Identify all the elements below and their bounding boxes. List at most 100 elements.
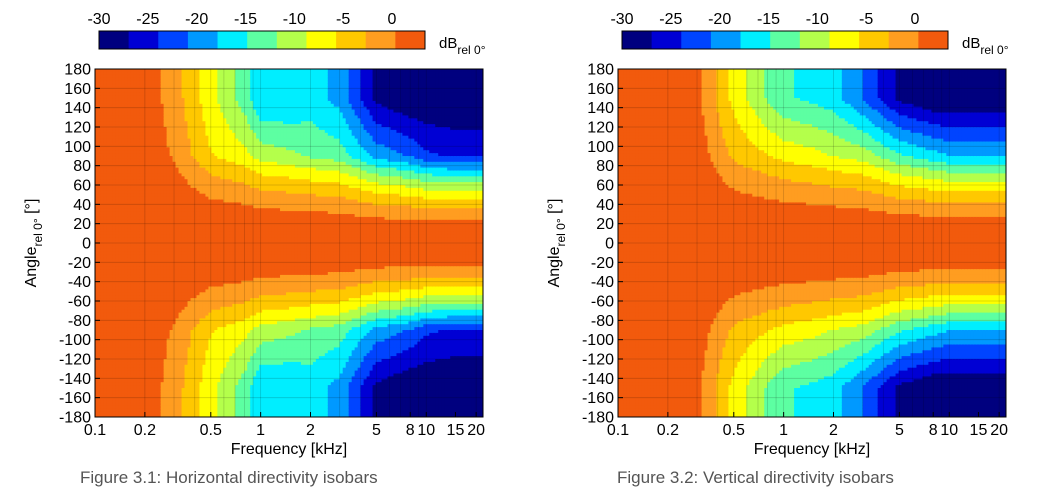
colorbar-segment <box>128 31 159 49</box>
x-tick-label: 1 <box>779 422 788 439</box>
y-tick-label: -180 <box>582 410 614 427</box>
y-axis-label: Anglerel 0° [°] <box>546 199 568 288</box>
colorbar-tick-label: -5 <box>336 11 350 28</box>
colorbar-segment <box>217 31 248 49</box>
y-tick-label: -20 <box>68 255 91 272</box>
colorbar-tick-label: -20 <box>185 11 208 28</box>
colorbar-segment <box>99 31 130 49</box>
colorbar-segment <box>158 31 189 49</box>
y-tick-label: 40 <box>596 197 614 214</box>
colorbar-tick-label: -10 <box>283 11 306 28</box>
y-tick-label: -60 <box>591 294 614 311</box>
colorbar-tick-label: -25 <box>136 11 159 28</box>
colorbar-segment <box>859 31 890 49</box>
x-tick-label: 0.5 <box>723 422 745 439</box>
colorbar-segment <box>395 31 426 49</box>
y-tick-label: 20 <box>73 216 91 233</box>
y-tick-label: 0 <box>82 236 91 253</box>
colorbar-segment <box>651 31 682 49</box>
x-tick-label: 8 <box>406 422 415 439</box>
y-tick-label: -120 <box>582 352 614 369</box>
x-tick-label: 10 <box>940 422 958 439</box>
y-tick-label: -40 <box>68 274 91 291</box>
y-tick-label: -80 <box>68 313 91 330</box>
colorbar-segment <box>710 31 742 49</box>
colorbar-segment <box>740 31 771 49</box>
colorbar-frame <box>621 30 949 50</box>
x-tick-label: 8 <box>929 422 938 439</box>
figure-caption-vertical: Figure 3.2: Vertical directivity isobars <box>617 468 894 488</box>
colorbar-segment <box>681 31 712 49</box>
y-tick-label: -140 <box>582 371 614 388</box>
colorbar-segment <box>799 31 830 49</box>
colorbar-segment <box>829 31 860 49</box>
colorbar-segment <box>888 31 919 49</box>
y-tick-label: 120 <box>64 120 91 137</box>
colorbar-tick-label: -15 <box>234 11 257 28</box>
y-tick-label: 40 <box>73 197 91 214</box>
colorbar-tick-label: -30 <box>87 11 110 28</box>
colorbar-segment <box>187 31 219 49</box>
colorbar-unit-label: dBrel 0° <box>962 35 1009 57</box>
colorbar-segment <box>336 31 367 49</box>
y-tick-label: -180 <box>59 410 91 427</box>
x-tick-label: 20 <box>467 422 485 439</box>
x-tick-label: 15 <box>447 422 465 439</box>
y-tick-label: 180 <box>587 62 614 79</box>
x-tick-label: 2 <box>306 422 315 439</box>
colorbar-tick-label: -10 <box>806 11 829 28</box>
y-tick-label: 60 <box>596 178 614 195</box>
y-tick-label: 100 <box>587 139 614 156</box>
y-tick-label: 0 <box>605 236 614 253</box>
y-tick-label: -100 <box>582 332 614 349</box>
y-tick-label: -100 <box>59 332 91 349</box>
x-tick-label: 10 <box>417 422 435 439</box>
x-tick-label: 0.5 <box>200 422 222 439</box>
y-tick-label: 140 <box>64 100 91 117</box>
colorbar-tick-label: -15 <box>757 11 780 28</box>
y-tick-label: -160 <box>59 390 91 407</box>
colorbar-frame <box>98 30 426 50</box>
colorbar-segment <box>247 31 278 49</box>
y-tick-label: -140 <box>59 371 91 388</box>
colorbar-segment <box>622 31 653 49</box>
y-tick-label: 140 <box>587 100 614 117</box>
horizontal-directivity-chart: -30 -25 -20 -15 -10 -5 0 dBrel 0° 0.1 0.2 0.5 1 2 5 8 1… <box>0 0 520 470</box>
colorbar-tick-label: -20 <box>708 11 731 28</box>
x-tick-label: 5 <box>372 422 381 439</box>
y-tick-label: 20 <box>596 216 614 233</box>
y-tick-label: 180 <box>64 62 91 79</box>
x-tick-label: 0.1 <box>607 422 629 439</box>
x-tick-label: 0.2 <box>657 422 679 439</box>
vertical-directivity-chart: -30 -25 -20 -15 -10 -5 0 dBrel 0° 0.1 0.2 0.5 1 2 5 8 1… <box>523 0 1043 470</box>
x-tick-label: 20 <box>990 422 1008 439</box>
x-axis-label: Frequency [kHz] <box>754 441 870 458</box>
heatmap-cells <box>618 69 1006 417</box>
colorbar-segment <box>276 31 307 49</box>
x-axis-label: Frequency [kHz] <box>231 441 347 458</box>
x-tick-label: 0.2 <box>134 422 156 439</box>
y-tick-label: 120 <box>587 120 614 137</box>
heatmap-cells <box>95 69 483 417</box>
y-tick-label: 160 <box>64 81 91 98</box>
y-tick-label: 80 <box>73 158 91 175</box>
y-tick-label: -20 <box>591 255 614 272</box>
x-tick-label: 1 <box>256 422 265 439</box>
colorbar-segment <box>365 31 396 49</box>
colorbar-tick-label: -5 <box>859 11 873 28</box>
colorbar-unit-label: dBrel 0° <box>439 35 486 57</box>
y-tick-label: 160 <box>587 81 614 98</box>
y-tick-label: 60 <box>73 178 91 195</box>
y-tick-label: -120 <box>59 352 91 369</box>
y-tick-label: 80 <box>596 158 614 175</box>
figure-caption-horizontal: Figure 3.1: Horizontal directivity isoba… <box>80 468 378 488</box>
colorbar-tick-label: 0 <box>388 11 397 28</box>
colorbar-segment <box>306 31 337 49</box>
colorbar-tick-label: 0 <box>911 11 920 28</box>
x-tick-label: 2 <box>829 422 838 439</box>
x-tick-label: 0.1 <box>84 422 106 439</box>
colorbar-segment <box>918 31 949 49</box>
x-tick-label: 15 <box>970 422 988 439</box>
